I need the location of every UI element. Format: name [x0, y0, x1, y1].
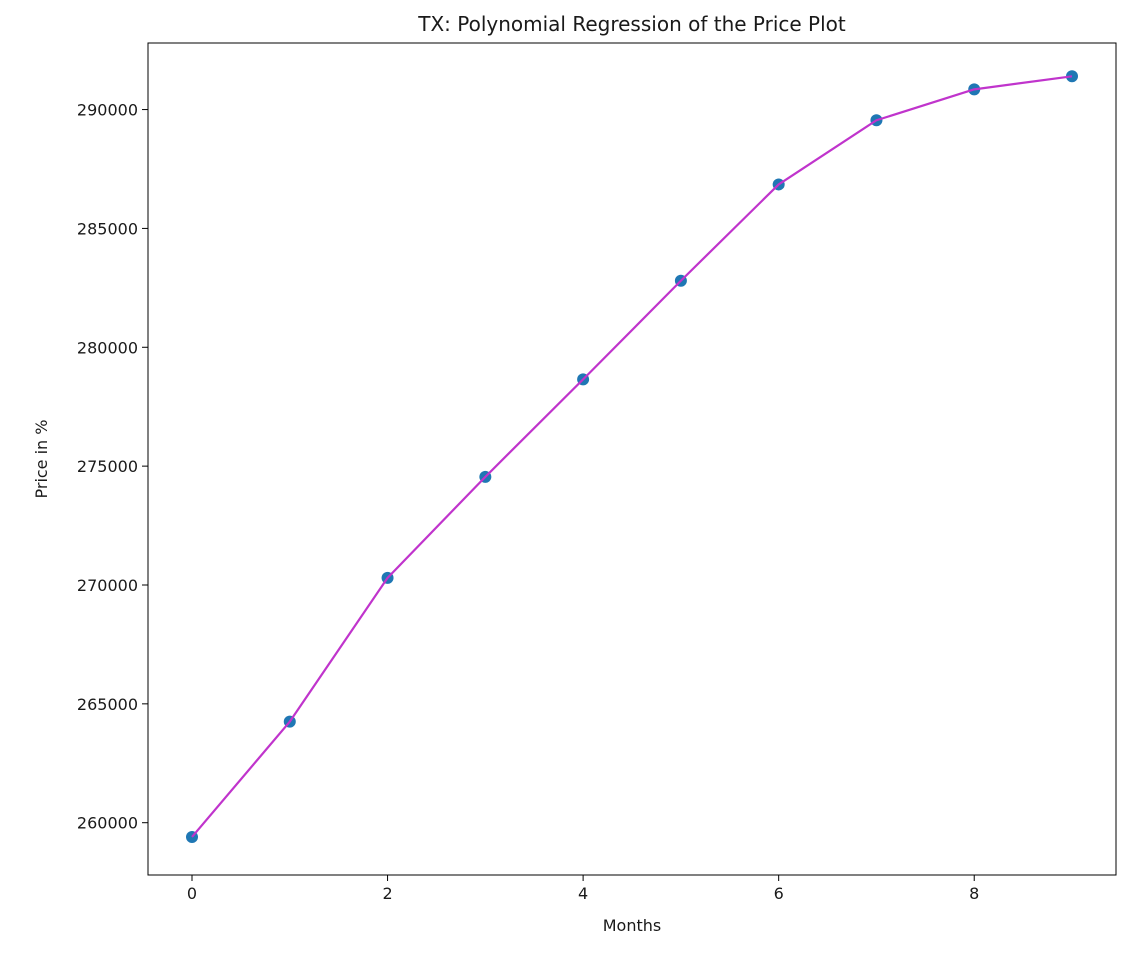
x-tick-label: 6 — [774, 884, 784, 903]
y-tick-label: 280000 — [77, 338, 138, 357]
x-tick-label: 2 — [382, 884, 392, 903]
y-axis: 260000 265000 270000 275000 280000 285000 2900… — [77, 101, 148, 833]
x-axis: 0 2 4 6 8 — [187, 875, 979, 903]
x-axis-label: Months — [603, 916, 661, 935]
x-tick-label: 4 — [578, 884, 588, 903]
plot-frame — [147, 42, 1117, 876]
x-tick-label: 0 — [187, 884, 197, 903]
chart-title: TX: Polynomial Regression of the Price P… — [417, 12, 846, 36]
y-tick-label: 270000 — [77, 576, 138, 595]
y-tick-label: 260000 — [77, 814, 138, 833]
x-tick-label: 8 — [969, 884, 979, 903]
y-tick-label: 285000 — [77, 219, 138, 238]
y-tick-label: 290000 — [77, 101, 138, 120]
y-tick-label: 275000 — [77, 457, 138, 476]
plot-content — [186, 70, 1078, 843]
regression-line — [191, 75, 1073, 838]
y-tick-label: 265000 — [77, 695, 138, 714]
y-axis-label: Price in % — [32, 420, 51, 499]
